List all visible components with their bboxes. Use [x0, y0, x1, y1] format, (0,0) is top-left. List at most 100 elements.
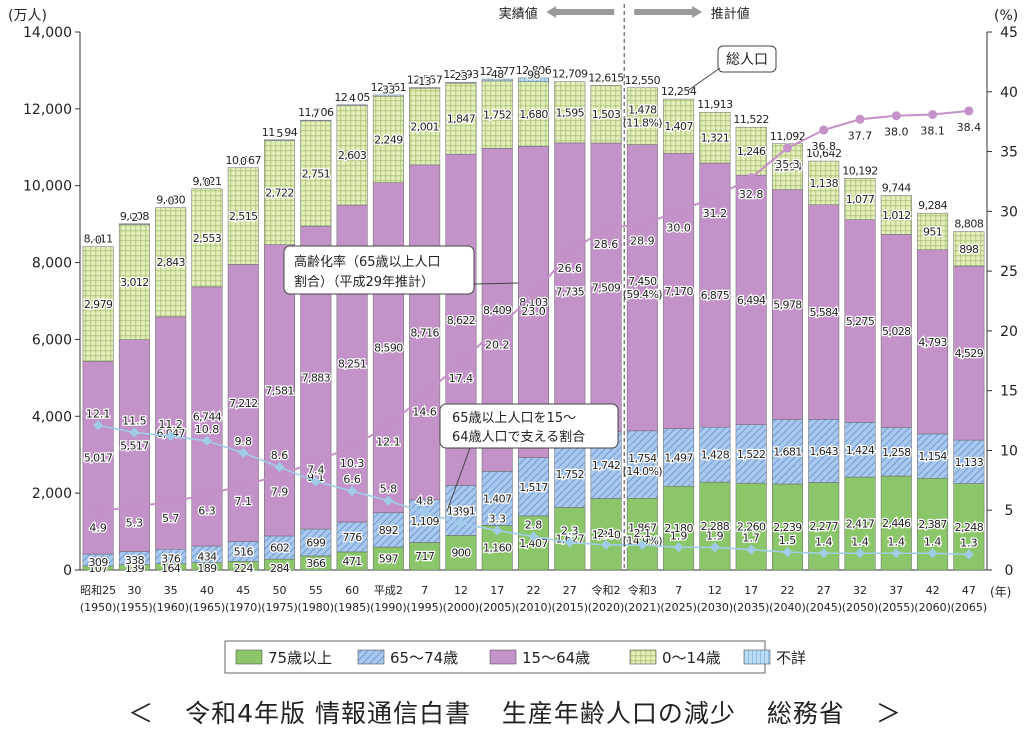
bar-segment — [917, 249, 949, 435]
aging-rate-label: 36.8 — [811, 140, 836, 153]
aging-rate-point — [202, 490, 212, 500]
support-callout-line2: 64歳人口で支える割合 — [452, 429, 585, 445]
legend-label: 75歳以上 — [268, 649, 332, 667]
y-tick-label: 2,000 — [32, 486, 72, 502]
x-tick-label: 42 — [926, 584, 940, 597]
aging-rate-label: 28.9 — [630, 234, 655, 247]
x-tick-label: 17 — [490, 584, 504, 597]
legend-swatch — [743, 649, 771, 665]
segment-label: 1,407 — [664, 120, 693, 133]
aging-rate-label: 31.2 — [703, 207, 728, 220]
y2-tick-label: 10 — [1000, 443, 1018, 459]
x-tick-label-year: (2035) — [733, 601, 770, 614]
aging-rate-point — [855, 114, 865, 124]
x-tick-label-year: (2010) — [515, 601, 552, 614]
bar-segment — [554, 142, 586, 441]
total-label: 12,361 — [371, 81, 407, 94]
segment-label: 6,494 — [737, 294, 766, 307]
bar-segment — [118, 339, 150, 552]
support-ratio-point — [129, 427, 140, 438]
segment-label: 2,277 — [809, 520, 838, 533]
legend-label: 不詳 — [776, 649, 806, 667]
bar-segment — [118, 223, 150, 340]
support-ratio-label: 1.4 — [888, 535, 906, 548]
bar-segment — [227, 167, 259, 265]
bar-segment — [917, 212, 949, 250]
bar-segment — [82, 360, 114, 555]
total-callout-box — [717, 45, 777, 73]
aging-rate-point — [928, 109, 938, 119]
x-tick-label-year: (2060) — [914, 601, 951, 614]
bar-segment — [808, 419, 840, 483]
x-tick-label: 40 — [200, 584, 214, 597]
caption: ＜ 令和4年版 情報通信白書 生産年齢人口の減少 総務省 ＞ — [0, 694, 1030, 730]
aging-rate-point — [456, 357, 466, 367]
actual-arrow — [546, 6, 615, 18]
segment-label: 7,450 — [628, 275, 657, 288]
segment-label: 5,275 — [846, 315, 875, 328]
support-callout-line1: 65歳以上人口を15～ — [452, 411, 576, 426]
support-ratio-label: 1.9 — [706, 529, 724, 542]
x-tick-label: 45 — [236, 584, 250, 597]
bar-segment — [409, 164, 441, 501]
aging-rate-point — [311, 456, 321, 466]
support-ratio-point — [492, 525, 503, 536]
segment-label: 1,012 — [882, 209, 911, 222]
aging-rate-point — [129, 502, 139, 512]
segment-label: 2,751 — [302, 167, 331, 180]
support-ratio-label: 2.3 — [561, 525, 579, 538]
segment-label: 1,258 — [882, 446, 911, 459]
bar-segment — [626, 144, 658, 432]
total-label: 12,254 — [661, 85, 697, 98]
aging-rate-label: 12.1 — [376, 435, 401, 448]
bar-segment — [409, 87, 441, 166]
x-tick-label-year: (2030) — [697, 601, 734, 614]
bar-segment — [880, 234, 912, 428]
total-label: 8,808 — [954, 218, 983, 231]
segment-label: 1,517 — [519, 481, 548, 494]
x-tick-label-year: (2000) — [443, 601, 480, 614]
y2-tick-label: 0 — [1005, 563, 1014, 579]
y-tick-label: 6,000 — [32, 332, 72, 348]
aging-rate-callout-line2: 割合）（平成29年推計） — [294, 274, 434, 290]
aging-rate-label: 38.4 — [957, 121, 982, 134]
support-ratio-point — [782, 547, 793, 558]
aging-rate-label: 20.2 — [485, 338, 510, 351]
aging-rate-label: 5.3 — [126, 517, 144, 530]
bar-segment — [735, 174, 767, 425]
total-label: 10,467 — [226, 154, 262, 167]
segment-label: 4 — [349, 92, 356, 105]
support-ratio-label: 2.1 — [634, 527, 652, 540]
segment-label: (11.8%) — [623, 117, 663, 130]
bar-segment — [771, 419, 803, 485]
segment-label: 0 — [204, 176, 211, 189]
support-ratio-point — [891, 548, 902, 559]
segment-label: 6,875 — [701, 289, 730, 302]
segment-label: 107 — [89, 562, 109, 575]
support-callout-pointer — [446, 447, 471, 512]
bar-segment — [300, 120, 332, 227]
bar-segment — [663, 485, 695, 571]
support-ratio-point — [93, 420, 104, 431]
segment-label: (59.4%) — [623, 288, 663, 301]
aging-rate-label: 7.9 — [271, 486, 289, 499]
support-callout-box — [439, 403, 619, 449]
segment-label: 2,417 — [846, 518, 875, 531]
support-ratio-label: 10.8 — [195, 423, 220, 436]
segment-label: 3,012 — [120, 276, 149, 289]
bar-segment — [409, 87, 441, 89]
segment-label: 1,407 — [519, 537, 548, 550]
bar-segment — [590, 498, 622, 571]
x-tick-label-year: (2065) — [951, 601, 988, 614]
bar-segment — [844, 178, 876, 220]
segment-label: 2,180 — [664, 522, 693, 535]
y-tick-label: 0 — [63, 563, 72, 579]
aging-rate-point — [710, 192, 720, 202]
x-tick-label-year: (1965) — [189, 601, 226, 614]
x-tick-label-year: (1960) — [152, 601, 189, 614]
segment-label: 376 — [161, 552, 181, 565]
support-ratio-point — [709, 542, 720, 553]
segment-label: 2,603 — [338, 149, 367, 162]
bar-segment — [481, 80, 513, 149]
segment-label: 898 — [959, 243, 979, 256]
